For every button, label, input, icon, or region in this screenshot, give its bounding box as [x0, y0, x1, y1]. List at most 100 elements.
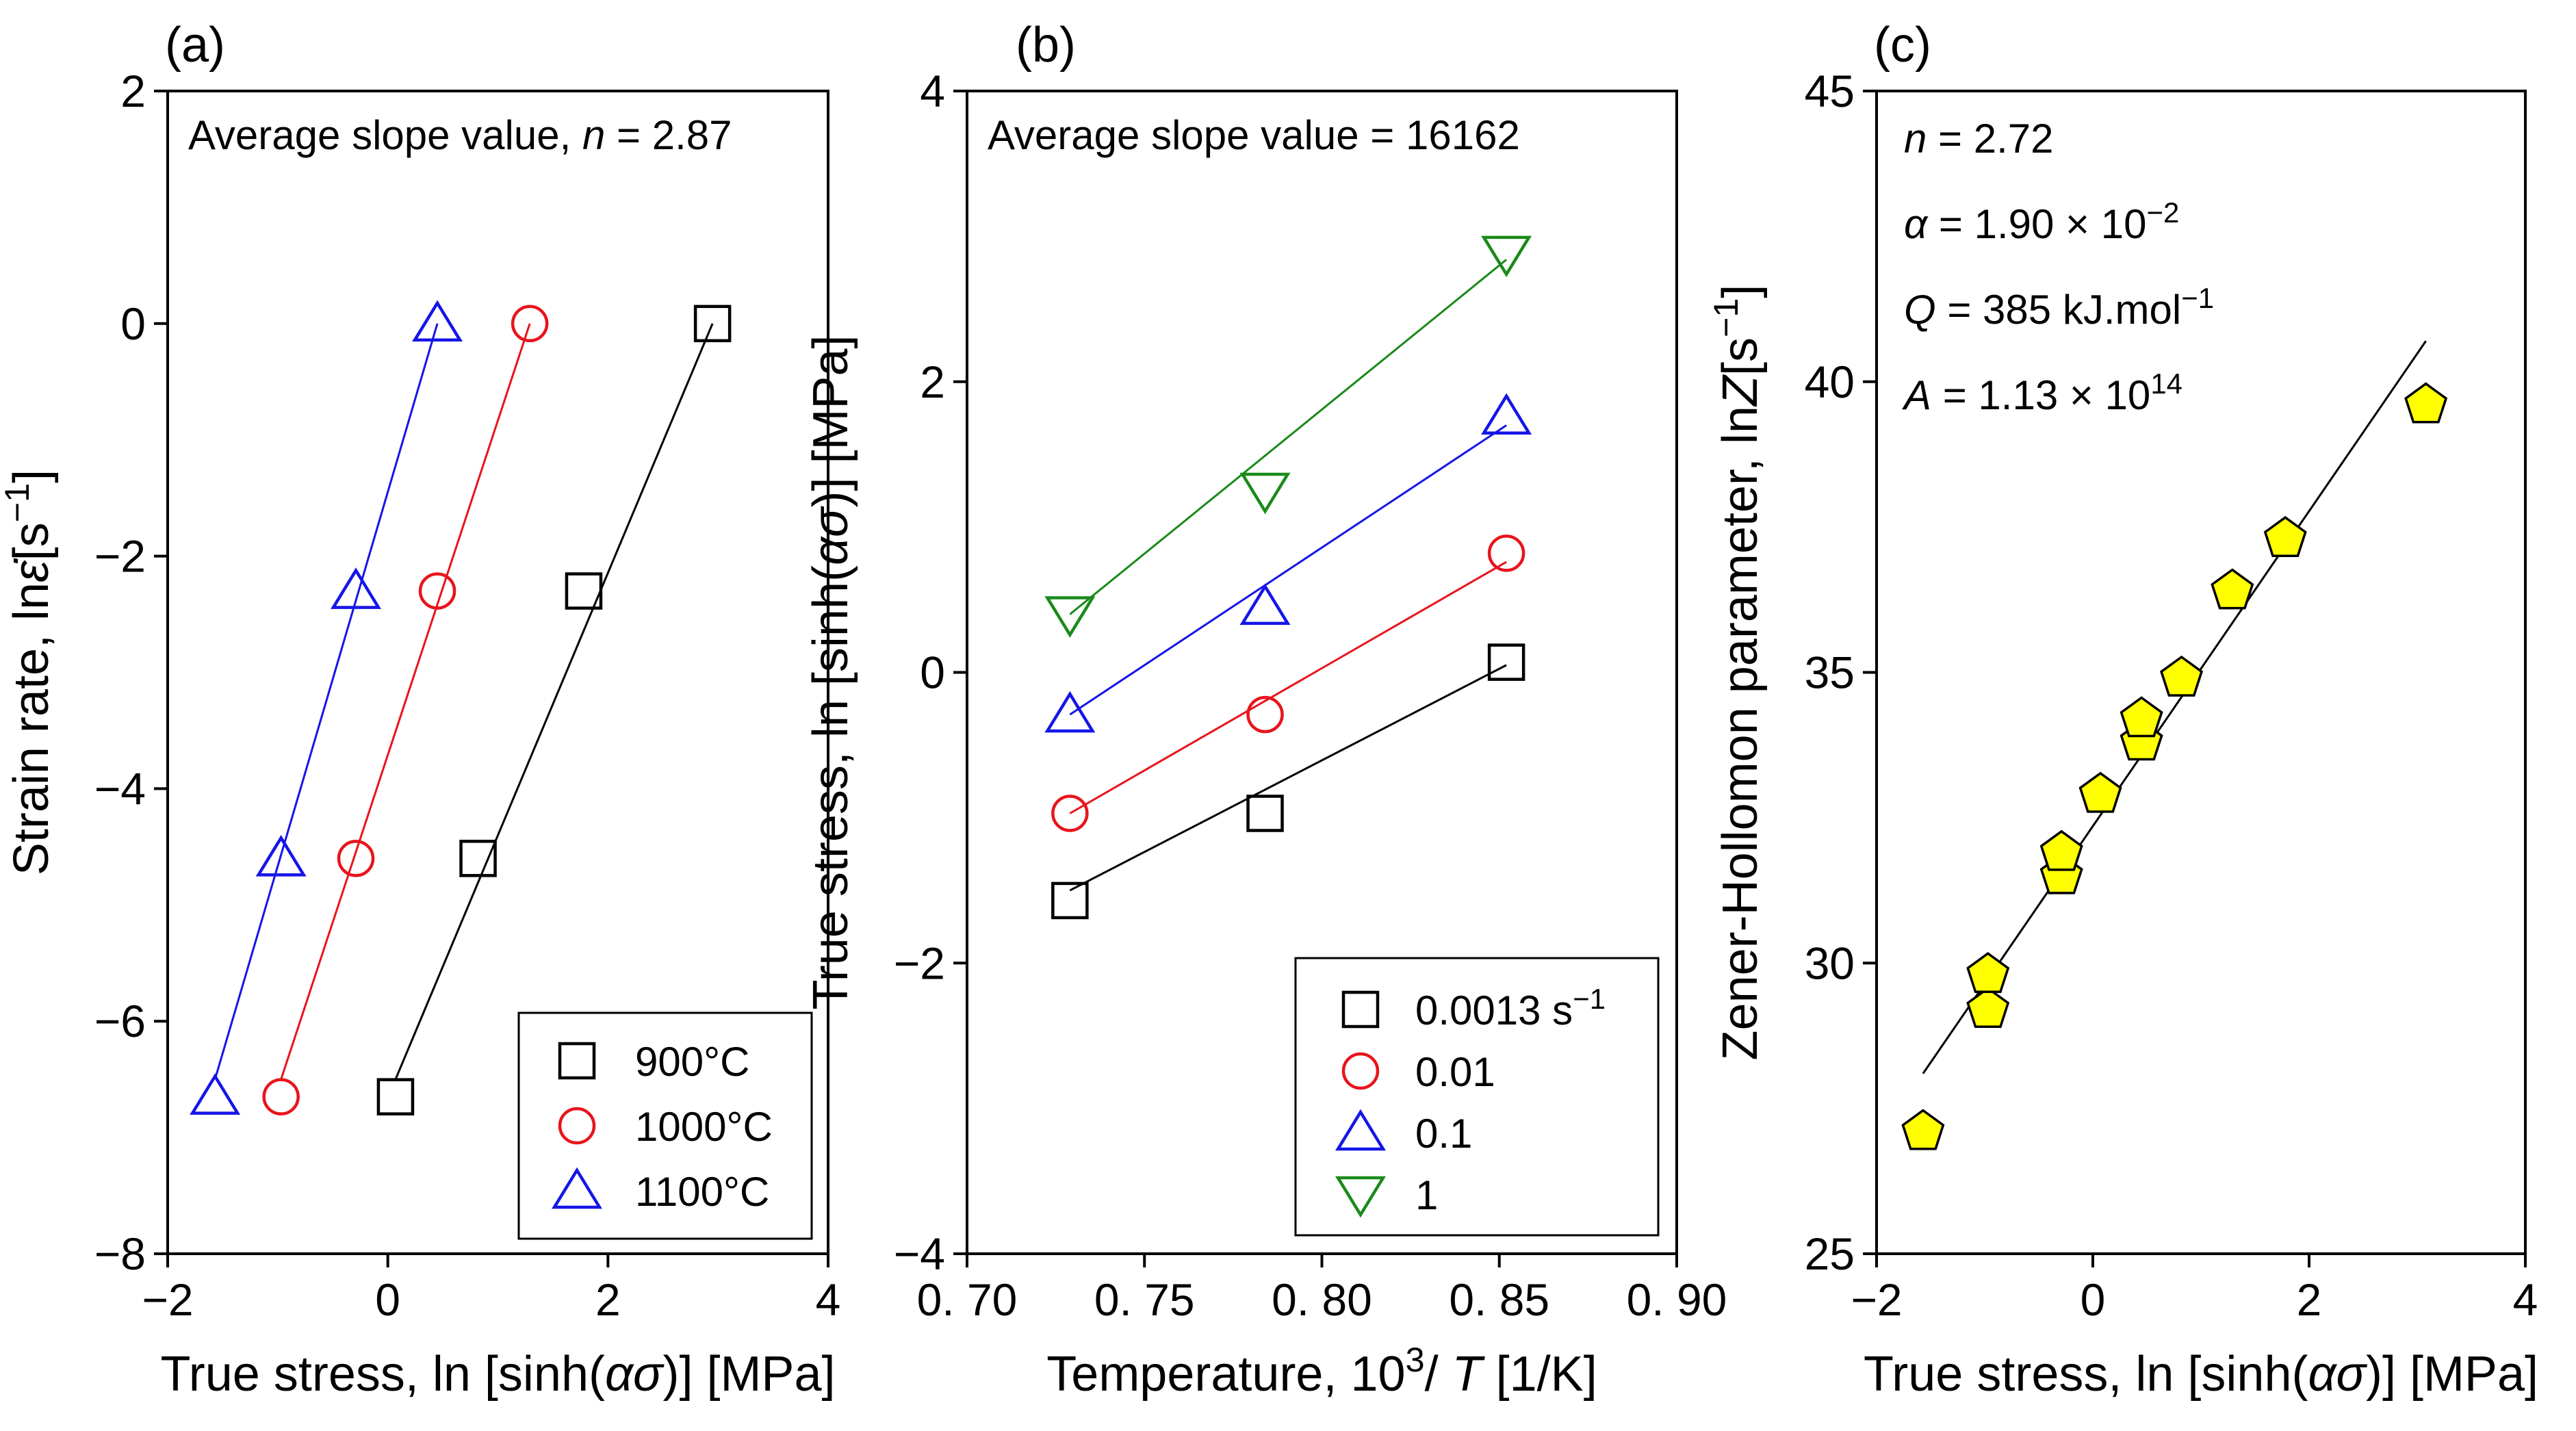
marker-triangle-up-legend-2	[551, 1167, 603, 1209]
marker-square-legend-0	[1341, 990, 1380, 1029]
fit-line	[1069, 560, 1507, 814]
y-tick-label: −4	[94, 763, 146, 814]
marker-circle-1	[337, 840, 375, 877]
x-tick-label: 0. 70	[917, 1274, 1018, 1325]
y-tick-label: 0	[920, 647, 945, 698]
y-tick-label: −4	[894, 1228, 945, 1279]
annotation-line: Q = 385 kJ.mol−1	[1904, 282, 2214, 333]
legend-label: 1	[1415, 1172, 1438, 1218]
y-tick-label: 35	[1805, 647, 1855, 698]
y-tick-label: −2	[894, 938, 945, 988]
series-1	[262, 305, 549, 1116]
y-tick-label: 2	[920, 357, 945, 407]
marker-triangle-down-2	[1481, 235, 1532, 278]
legend-box	[1294, 957, 1660, 1237]
legend-label-name: 0.0013 s	[1415, 988, 1573, 1033]
x-tick-label: 0. 75	[1094, 1274, 1195, 1325]
marker-circle-legend-1	[1341, 1052, 1380, 1090]
y-tick-label: 0	[120, 298, 146, 349]
marker-triangle-up-1	[255, 835, 307, 877]
annotation: Average slope value, n = 2.87	[188, 112, 732, 158]
marker-pentagon-1	[1966, 987, 2010, 1029]
marker-square-0	[376, 1078, 415, 1116]
marker-circle-0	[1051, 795, 1089, 832]
marker-triangle-up-0	[1044, 691, 1096, 733]
x-tick-label: 0. 80	[1272, 1274, 1372, 1325]
series-0	[1901, 340, 2448, 1150]
x-tick-label: 0	[375, 1274, 400, 1325]
legend-label-name: 1	[1415, 1172, 1438, 1218]
series-2	[190, 300, 463, 1115]
y-tick-label: 30	[1805, 938, 1855, 988]
marker-circle-3	[511, 305, 549, 343]
marker-square-2	[1487, 643, 1525, 681]
fit-line	[1069, 664, 1507, 892]
marker-pentagon-11	[2404, 382, 2448, 424]
x-tick-label: 2	[595, 1274, 621, 1325]
fit-line	[1069, 424, 1507, 716]
legend-box	[517, 1011, 813, 1240]
marker-pentagon-10	[2263, 515, 2307, 557]
y-axis-label: Zener-Hollomon parameter, lnZ[s−1]	[1706, 285, 1768, 1061]
legend-label: 1100°C	[635, 1169, 769, 1215]
marker-pentagon-9	[2211, 568, 2254, 610]
y-tick-label: 45	[1805, 66, 1855, 116]
panel-a: (a) −2 0 2 4 −8 −6 −4 −2 0 2 True stress, ln [sinh(…	[0, 18, 840, 1402]
marker-circle-0	[262, 1078, 300, 1116]
legend-label: 0.0013 s−1	[1415, 983, 1606, 1034]
marker-pentagon-5	[2078, 771, 2122, 813]
legend: 0.0013 s−1 0.01 0.1 1	[1294, 957, 1660, 1237]
marker-triangle-down-1	[1239, 472, 1291, 515]
fit-line	[394, 323, 714, 1080]
y-tick-label: 2	[120, 66, 146, 116]
marker-pentagon-2	[1966, 952, 2010, 994]
annotation-line: n = 2.72	[1904, 116, 2054, 162]
marker-triangle-up-legend-2	[1335, 1109, 1387, 1151]
marker-triangle-up-0	[190, 1073, 241, 1115]
legend-label: 900°C	[635, 1039, 749, 1085]
legend-label: 0.01	[1415, 1049, 1495, 1095]
series-1	[1051, 534, 1525, 832]
legend-label-name: 0.1	[1415, 1111, 1472, 1157]
y-tick-label: 40	[1805, 357, 1855, 407]
x-tick-label: 4	[816, 1274, 841, 1325]
marker-circle-2	[1487, 534, 1525, 572]
fit-line	[1922, 340, 2427, 1074]
marker-triangle-up-3	[412, 300, 463, 342]
x-axis-label: True stress, ln [sinh(ασ)] [MPa]	[160, 1347, 835, 1402]
fit-line	[214, 323, 439, 1080]
x-tick-label: −2	[142, 1274, 193, 1325]
y-tick-label: −2	[94, 531, 146, 582]
legend-label: 1000°C	[635, 1104, 773, 1150]
x-tick-label: 0. 90	[1627, 1274, 1727, 1325]
marker-triangle-down-0	[1044, 596, 1096, 638]
marker-square-1	[1246, 795, 1284, 832]
legend-label-name: 0.01	[1415, 1049, 1495, 1095]
series-3	[1044, 235, 1532, 638]
fit-line	[1069, 259, 1508, 615]
marker-circle-legend-1	[558, 1107, 596, 1145]
legend-label-sup: −1	[1573, 983, 1606, 1015]
fit-line	[280, 323, 531, 1080]
marker-pentagon-8	[2160, 655, 2204, 697]
series-2	[1044, 393, 1532, 733]
x-tick-label: 2	[2297, 1274, 2322, 1325]
legend: 900°C 1000°C 1100°C	[517, 1011, 813, 1240]
annotation-line: A = 1.13 × 1014	[1902, 368, 2182, 419]
y-tick-label: 4	[920, 66, 945, 116]
marker-pentagon-0	[1901, 1109, 1945, 1150]
panel-b: (b) 0. 70 0. 75 0. 80 0. 85 0. 90 −4 −2 0 2 4 Tempe…	[803, 18, 1727, 1402]
marker-circle-1	[1246, 695, 1284, 734]
x-tick-label: 0. 85	[1449, 1274, 1549, 1325]
marker-square-2	[565, 572, 603, 610]
marker-square-0	[1051, 881, 1089, 920]
marker-pentagon-7	[2120, 696, 2163, 738]
legend-label: 0.1	[1415, 1111, 1472, 1157]
panel-label: (c)	[1874, 18, 1931, 73]
marker-square-legend-0	[558, 1042, 596, 1080]
y-tick-label: 25	[1805, 1228, 1855, 1279]
marker-triangle-down-legend-3	[1335, 1176, 1387, 1218]
annotation-line: α = 1.90 × 10−2	[1904, 196, 2179, 248]
marker-triangle-up-2	[1481, 393, 1532, 435]
x-axis-label: Temperature, 103/ T [1/K]	[1046, 1340, 1597, 1402]
